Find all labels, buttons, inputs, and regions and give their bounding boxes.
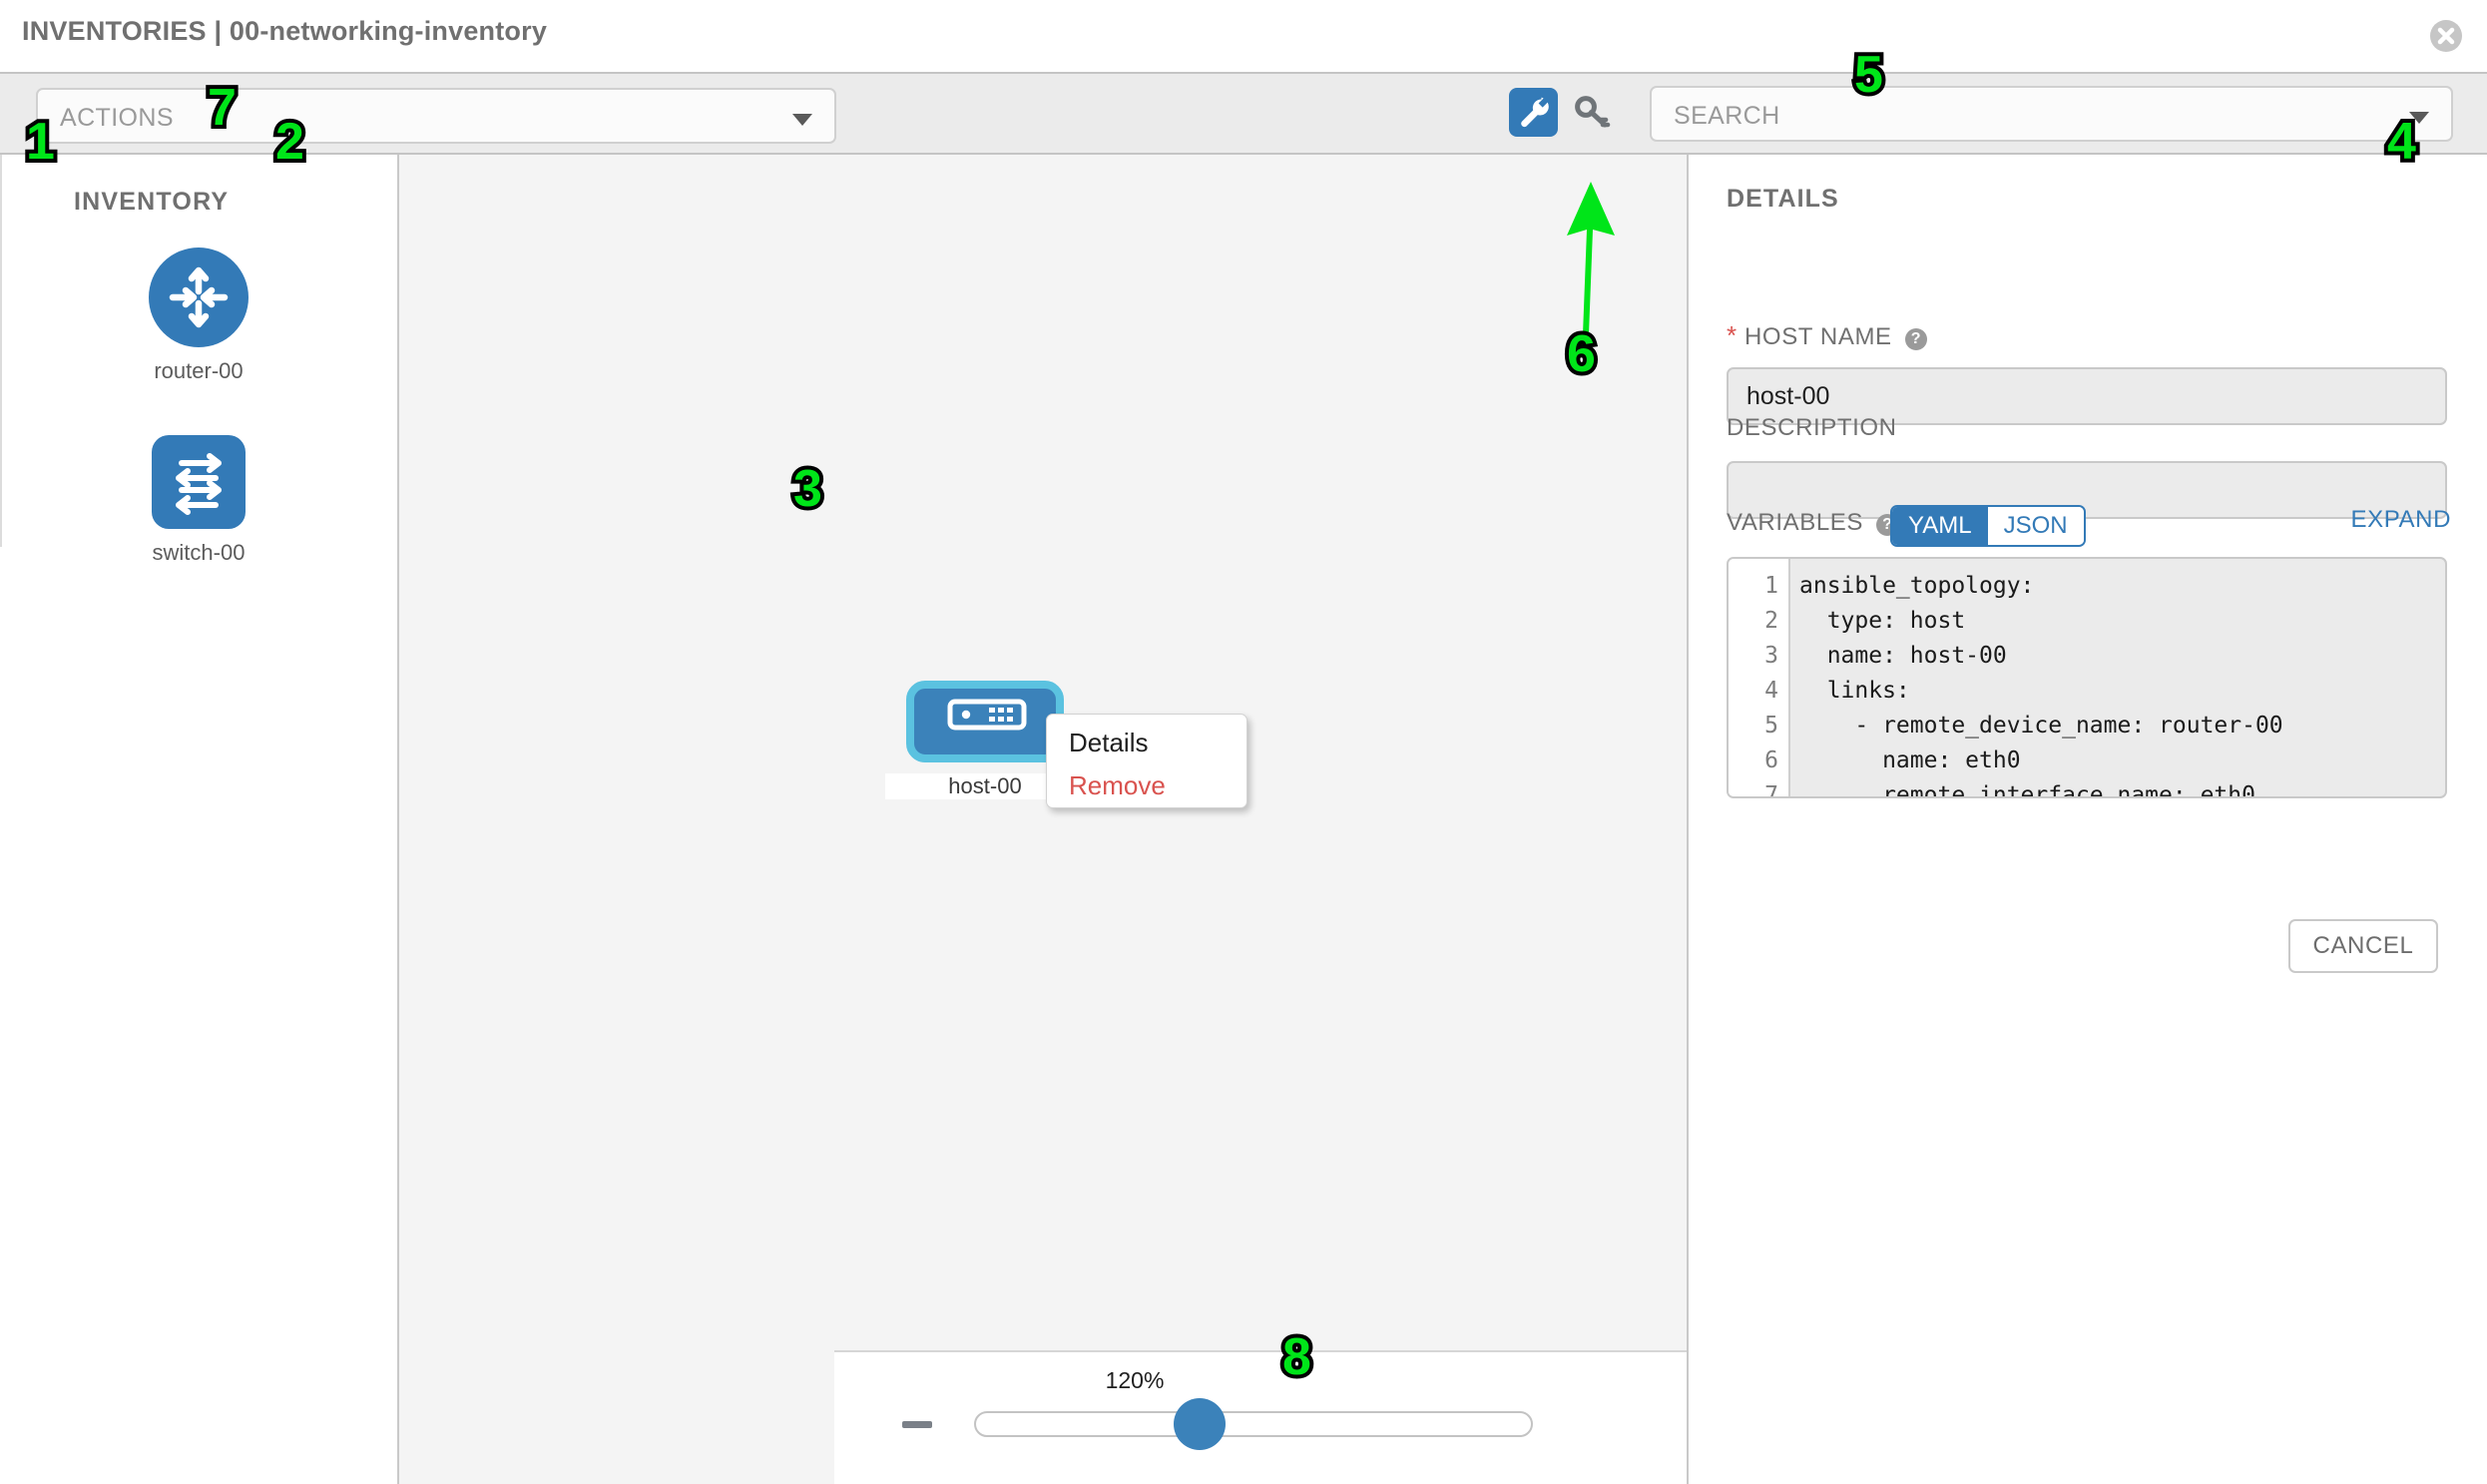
actions-dropdown-label: ACTIONS <box>60 104 174 132</box>
variables-format-toggle: YAML JSON <box>1890 505 2086 547</box>
line-number: 4 <box>1764 678 1778 704</box>
topology-canvas[interactable]: host-00 Details Remove 120% <box>397 155 1689 1484</box>
sidebar-heading: INVENTORY <box>74 188 230 216</box>
line-number: 5 <box>1764 713 1778 739</box>
editor-line-numbers: 1 2 3 4 5 6 7 <box>1729 559 1790 796</box>
node-context-menu: Details Remove <box>1046 714 1247 808</box>
page-title: INVENTORIES | 00-networking-inventory <box>22 16 548 46</box>
chevron-down-icon <box>2409 112 2429 124</box>
line-number: 2 <box>1764 608 1778 634</box>
zoom-percent-label: 120% <box>1105 1367 1165 1393</box>
code-line: ansible_topology: <box>1799 573 2035 599</box>
key-icon[interactable] <box>1570 90 1616 136</box>
code-line: name: host-00 <box>1799 643 2007 669</box>
variables-label-text: VARIABLES <box>1727 509 1864 536</box>
sidebar-item-label: router-00 <box>154 358 244 383</box>
context-menu-item-details[interactable]: Details <box>1069 728 1149 757</box>
line-number: 1 <box>1764 573 1778 599</box>
line-number: 7 <box>1764 782 1778 798</box>
zoom-control-panel: 120% <box>834 1350 1687 1484</box>
description-input[interactable] <box>1727 461 2447 519</box>
variables-code-editor[interactable]: 1 2 3 4 5 6 7 ansible_topology: type: ho… <box>1727 557 2447 798</box>
cancel-button[interactable]: CANCEL <box>2288 919 2438 973</box>
details-heading: DETAILS <box>1727 185 1839 213</box>
sidebar-item-router-00[interactable]: router-00 <box>0 247 397 384</box>
line-number: 6 <box>1764 747 1778 773</box>
sidebar-item-switch-00[interactable]: switch-00 <box>0 435 397 566</box>
canvas-node-host-00[interactable] <box>906 681 1064 762</box>
sidebar-divider <box>0 155 2 547</box>
chevron-down-icon <box>792 114 812 126</box>
sidebar-item-label: switch-00 <box>152 540 246 565</box>
header-bar: INVENTORIES | 00-networking-inventory <box>0 0 2487 72</box>
host-name-input[interactable]: host-00 <box>1727 367 2447 425</box>
search-input-placeholder: SEARCH <box>1674 102 1780 130</box>
variables-label: VARIABLES ? <box>1727 509 1899 537</box>
format-toggle-yaml[interactable]: YAML <box>1892 507 1988 545</box>
search-dropdown[interactable]: SEARCH <box>1650 86 2453 142</box>
help-icon[interactable]: ? <box>1904 328 1927 350</box>
details-panel: DETAILS * HOST NAME ? host-00 DESCRIPTIO… <box>1691 155 2487 1484</box>
required-marker: * <box>1727 320 1738 350</box>
wrench-icon[interactable] <box>1509 88 1558 137</box>
line-number: 3 <box>1764 643 1778 669</box>
code-line: type: host <box>1799 608 1966 634</box>
code-line: - remote_device_name: router-00 <box>1799 713 2283 739</box>
expand-link[interactable]: EXPAND <box>2350 506 2451 533</box>
server-icon <box>947 699 1027 731</box>
code-line: remote_interface_name: eth0 <box>1799 782 2255 796</box>
router-icon <box>149 247 249 347</box>
zoom-slider-track[interactable] <box>974 1411 1533 1437</box>
description-label: DESCRIPTION <box>1727 414 1897 441</box>
context-menu-item-remove[interactable]: Remove <box>1069 770 1166 800</box>
code-line: links: <box>1799 678 1910 704</box>
switch-icon <box>152 435 246 529</box>
host-name-label-text: HOST NAME <box>1744 323 1892 350</box>
close-icon[interactable] <box>2427 17 2465 55</box>
inventory-sidebar: INVENTORY router-00 <box>0 155 397 1484</box>
code-line: name: eth0 <box>1799 747 2021 773</box>
zoom-out-button[interactable] <box>902 1421 932 1428</box>
host-name-label: * HOST NAME ? <box>1727 320 1927 351</box>
zoom-slider-thumb[interactable] <box>1174 1398 1226 1450</box>
editor-content[interactable]: ansible_topology: type: host name: host-… <box>1790 559 2445 796</box>
format-toggle-json[interactable]: JSON <box>1987 507 2084 545</box>
actions-dropdown[interactable]: ACTIONS <box>36 88 836 144</box>
